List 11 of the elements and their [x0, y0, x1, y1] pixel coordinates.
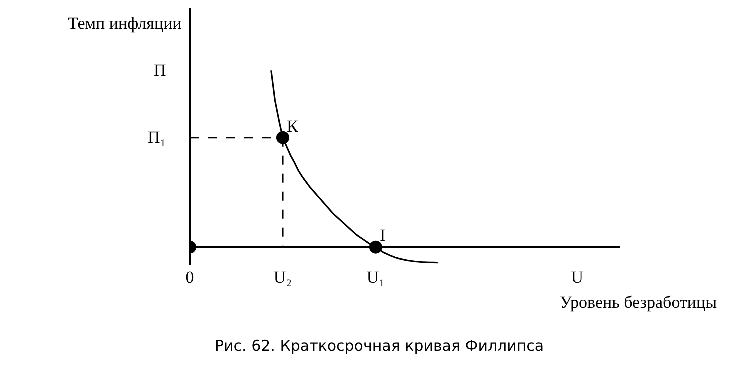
annotation: П₁	[148, 128, 166, 147]
annotation: I	[380, 226, 386, 245]
y-axis-title: Темп инфляции	[68, 14, 182, 33]
text: П	[154, 61, 166, 80]
x-tick-label: 0	[186, 268, 194, 287]
annotation: К	[287, 117, 299, 136]
x-tick-label: U₁	[366, 268, 386, 287]
x-axis-title: Уровень безработицы	[560, 293, 718, 312]
text: Рис. 62. Краткосрочная кривая Филлипса	[215, 337, 544, 355]
x-tick-label: U	[571, 268, 584, 287]
x-tick-label: U₂	[274, 268, 292, 287]
